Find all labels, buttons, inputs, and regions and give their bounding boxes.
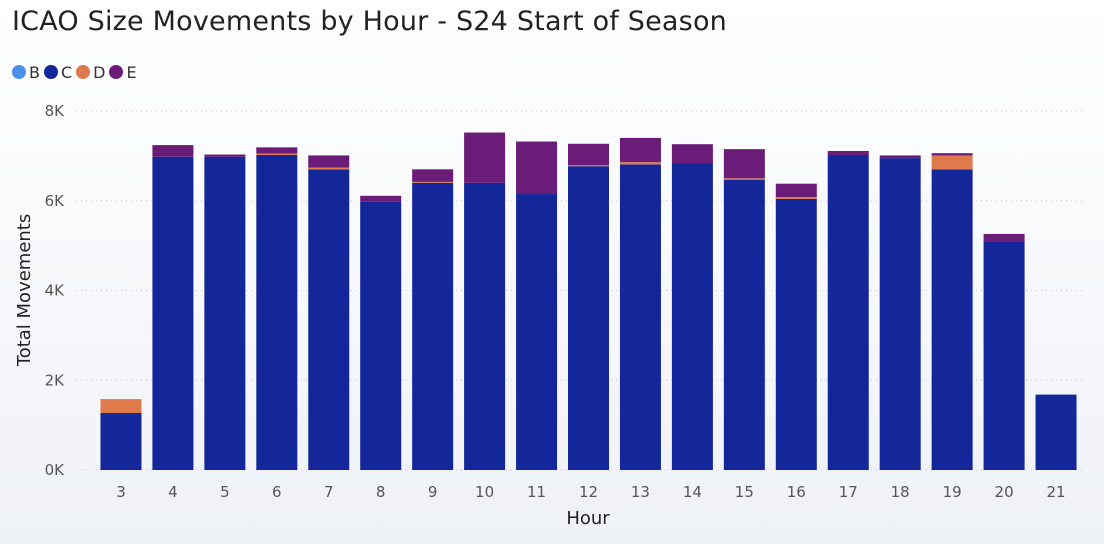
bar-segment-d-hour-3[interactable] [100,399,142,414]
x-tick-label: 11 [527,483,546,501]
bar-segment-e-hour-15[interactable] [723,149,765,179]
x-axis-title: Hour [566,508,610,529]
bar-segment-c-hour-10[interactable] [464,182,506,471]
legend-dot-d-icon [76,65,91,79]
bar-segment-d-hour-12[interactable] [568,165,609,167]
bar-segment-e-hour-10[interactable] [464,132,506,183]
y-tick-label: 6K [45,192,66,210]
x-tick-label: 13 [631,483,650,501]
x-tick-label: 4 [168,483,178,501]
x-tick-label: 3 [116,483,126,501]
bar-segment-e-hour-17[interactable] [827,150,869,155]
bar-segment-e-hour-16[interactable] [775,183,817,198]
y-tick-label: 8K [45,102,66,120]
bar-segment-e-hour-5[interactable] [204,154,246,157]
bar-segment-e-hour-8[interactable] [360,195,402,202]
bar-segment-e-hour-7[interactable] [308,155,350,168]
bar-segment-d-hour-7[interactable] [308,167,350,170]
bar-segment-e-hour-20[interactable] [983,233,1025,242]
legend-item-e[interactable]: E [109,62,137,82]
y-tick-label: 0K [45,461,66,479]
bar-segment-c-hour-18[interactable] [879,158,921,470]
y-axis-ticks: 0K 2K 4K 6K 8K [45,102,66,479]
legend-dot-b-icon [12,65,26,79]
bars [100,132,1077,471]
bar-segment-c-hour-9[interactable] [412,182,454,471]
legend-label-e: E [126,62,137,82]
bar-segment-c-hour-17[interactable] [827,154,869,471]
bar-segment-c-hour-16[interactable] [775,198,817,470]
x-tick-label: 17 [839,483,858,501]
bar-segment-d-hour-6[interactable] [256,153,298,155]
bar-segment-c-hour-20[interactable] [983,241,1025,470]
bar-segment-d-hour-13[interactable] [619,162,661,165]
x-tick-label: 19 [943,483,962,501]
bar-segment-c-hour-7[interactable] [308,169,350,470]
bar-segment-e-hour-19[interactable] [931,153,973,156]
x-tick-label: 10 [475,483,494,501]
legend-item-c[interactable]: C [43,62,73,82]
bar-segment-c-hour-21[interactable] [1035,394,1077,470]
bar-segment-c-hour-12[interactable] [568,166,609,471]
bar-segment-e-hour-14[interactable] [671,144,713,164]
x-tick-label: 16 [787,483,806,501]
bar-segment-d-hour-9[interactable] [412,181,454,183]
bar-segment-d-hour-16[interactable] [775,197,817,199]
x-tick-label: 20 [995,483,1014,501]
bar-segment-d-hour-15[interactable] [723,178,765,180]
legend-item-d[interactable]: D [76,63,105,82]
x-tick-label: 7 [324,483,334,501]
legend-item-b[interactable]: B [12,63,40,82]
bar-segment-c-hour-19[interactable] [931,169,973,470]
bar-segment-c-hour-3[interactable] [100,413,142,470]
bar-segment-e-hour-12[interactable] [568,143,609,166]
legend-label-d: D [93,62,106,82]
bar-segment-c-hour-4[interactable] [152,156,194,470]
bar-segment-c-hour-11[interactable] [516,194,558,471]
bar-segment-c-hour-15[interactable] [723,179,765,470]
x-tick-label: 18 [891,483,910,501]
bar-segment-c-hour-5[interactable] [204,156,246,470]
y-axis-title: Total Movements [14,214,35,367]
legend-dot-c-icon [43,65,58,79]
bar-segment-e-hour-13[interactable] [619,137,661,163]
y-tick-label: 4K [45,282,66,300]
x-tick-label: 5 [220,483,230,501]
x-tick-label: 6 [272,483,282,501]
bar-segment-c-hour-14[interactable] [671,163,713,470]
legend-label-b: B [29,62,40,82]
x-tick-label: 15 [735,483,754,501]
bar-segment-c-hour-6[interactable] [256,154,298,471]
legend-dot-e-icon [109,65,124,79]
bar-segment-d-hour-19[interactable] [931,155,973,170]
bar-segment-e-hour-6[interactable] [256,147,298,154]
bar-segment-e-hour-11[interactable] [516,141,558,195]
legend-label-c: C [60,62,73,82]
chart-title: ICAO Size Movements by Hour - S24 Start … [12,6,727,37]
x-tick-label: 14 [683,483,702,501]
x-tick-label: 12 [579,483,598,501]
x-axis-ticks: 3 4 5 6 7 8 9 10 11 12 13 14 15 16 17 18 19 20 21 [116,483,1065,501]
bar-segment-e-hour-18[interactable] [879,155,921,159]
x-tick-label: 8 [376,483,386,501]
bar-segment-c-hour-8[interactable] [360,201,402,470]
bar-segment-c-hour-13[interactable] [619,164,661,470]
legend[interactable]: B C D E [12,61,141,83]
x-tick-label: 9 [428,483,438,501]
bar-segment-e-hour-9[interactable] [412,169,454,182]
y-tick-label: 2K [45,371,66,389]
bar-segment-e-hour-4[interactable] [152,145,194,157]
x-tick-label: 21 [1046,483,1065,501]
